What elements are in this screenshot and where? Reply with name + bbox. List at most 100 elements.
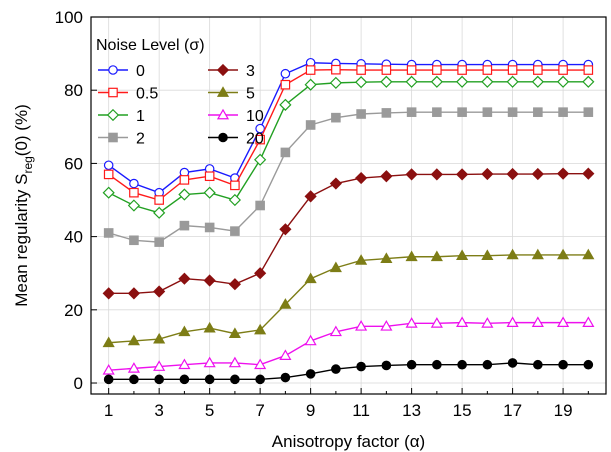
data-point xyxy=(204,171,215,182)
data-point xyxy=(153,285,166,298)
x-tick-label: 7 xyxy=(255,401,264,420)
data-point xyxy=(228,193,241,207)
data-point xyxy=(430,168,443,181)
data-point xyxy=(405,75,418,88)
data-point xyxy=(355,320,368,331)
data-point xyxy=(305,369,316,379)
data-point xyxy=(204,222,215,233)
data-point xyxy=(178,188,191,201)
legend-item-3: 3 xyxy=(208,63,255,80)
series-10 xyxy=(102,316,595,375)
data-point xyxy=(506,75,519,88)
data-point xyxy=(430,317,443,328)
data-point xyxy=(582,75,595,88)
data-point xyxy=(506,167,519,181)
series-0.5 xyxy=(103,64,594,205)
legend-item-20: 20 xyxy=(208,131,264,148)
data-point xyxy=(405,250,418,262)
data-point xyxy=(380,75,393,88)
data-point xyxy=(405,317,418,328)
data-point xyxy=(129,187,139,198)
data-point xyxy=(380,320,393,331)
y-axis-title-tail: (0) (%) xyxy=(12,104,31,156)
legend-item-0: 0 xyxy=(98,63,145,80)
x-tick-label: 1 xyxy=(104,401,113,420)
data-point xyxy=(531,167,544,181)
data-point xyxy=(558,65,568,75)
legend-label: 2 xyxy=(136,131,145,148)
data-point xyxy=(255,134,265,145)
x-tick-label: 5 xyxy=(205,401,214,420)
data-point xyxy=(178,325,191,337)
data-point xyxy=(507,107,518,117)
data-point xyxy=(582,248,595,260)
x-tick-label: 13 xyxy=(402,401,421,420)
legend-marker xyxy=(108,87,118,98)
data-point xyxy=(583,359,594,370)
data-point xyxy=(482,359,493,370)
series-line xyxy=(108,321,589,371)
data-point xyxy=(154,195,164,205)
data-point xyxy=(557,248,570,260)
legend-label: 0 xyxy=(136,63,145,80)
data-point xyxy=(356,109,366,119)
legend-item-5: 5 xyxy=(208,86,255,103)
data-point xyxy=(329,325,342,337)
data-point xyxy=(356,65,366,75)
data-point xyxy=(203,186,216,199)
data-point xyxy=(103,160,114,171)
legend-label: 20 xyxy=(246,131,264,148)
legend-label: 0.5 xyxy=(136,86,158,103)
legend-item-0.5: 0.5 xyxy=(98,86,158,103)
series-1 xyxy=(102,75,595,219)
data-point xyxy=(457,359,467,370)
data-point xyxy=(102,287,115,300)
x-axis-title: Anisotropy factor (α) xyxy=(272,432,425,451)
x-tick-label: 3 xyxy=(154,401,163,420)
x-axis: 1 3 5 7 9 11 13 15 17 19 xyxy=(104,388,589,420)
data-point xyxy=(255,123,265,134)
legend-item-10: 10 xyxy=(208,108,264,125)
data-point xyxy=(254,358,267,370)
data-point xyxy=(331,64,341,75)
legend-marker xyxy=(216,108,230,120)
data-point xyxy=(558,359,568,370)
data-point xyxy=(506,316,519,328)
data-point xyxy=(304,78,317,91)
data-point xyxy=(531,248,544,260)
data-point xyxy=(129,235,139,246)
data-point xyxy=(103,169,114,180)
data-point xyxy=(430,75,443,88)
data-point xyxy=(254,153,267,166)
x-tick-label: 9 xyxy=(306,401,315,420)
legend-marker xyxy=(216,63,230,77)
y-axis: 0 20 40 60 80 100 xyxy=(55,8,97,393)
data-point xyxy=(582,167,595,180)
data-point xyxy=(255,200,265,211)
data-point xyxy=(178,272,191,285)
legend-label: 3 xyxy=(246,63,255,80)
series-line xyxy=(108,172,589,295)
y-axis-title-main: Mean regularity S xyxy=(12,174,31,307)
data-point xyxy=(456,75,469,88)
data-point xyxy=(179,374,190,385)
data-point xyxy=(482,65,493,75)
data-point xyxy=(533,107,543,117)
legend-item-2: 2 xyxy=(98,131,145,148)
data-point xyxy=(230,374,240,385)
data-point xyxy=(228,278,241,291)
data-point xyxy=(102,186,115,199)
data-point xyxy=(279,349,292,360)
data-point xyxy=(127,362,140,373)
y-tick-label: 40 xyxy=(64,228,83,247)
data-point xyxy=(153,332,166,344)
y-tick-label: 0 xyxy=(74,374,83,393)
data-point xyxy=(305,120,316,130)
data-point xyxy=(230,226,240,236)
y-tick-label: 20 xyxy=(64,301,83,320)
data-point xyxy=(380,170,393,183)
legend-marker xyxy=(106,108,120,122)
data-point xyxy=(355,76,368,89)
series-5 xyxy=(102,248,595,348)
data-point xyxy=(381,65,392,75)
